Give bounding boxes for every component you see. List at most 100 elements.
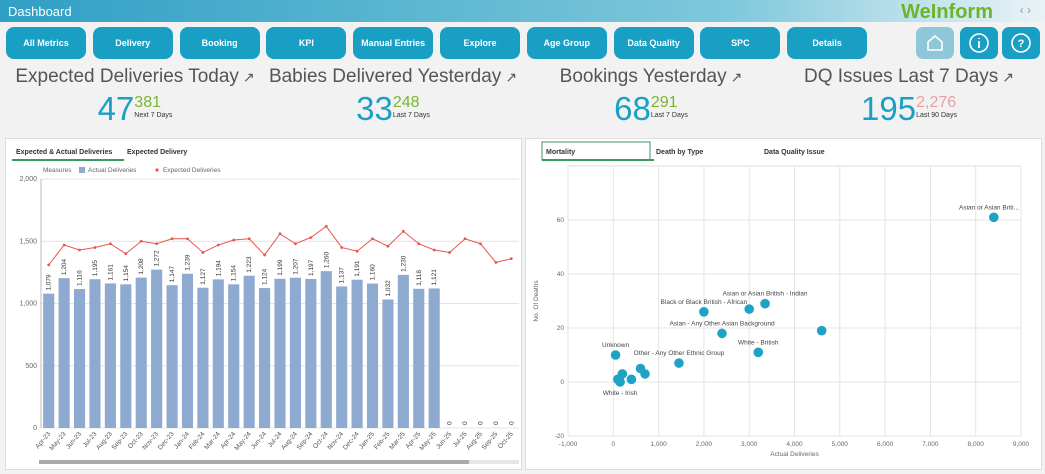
nav-button[interactable]: Explore [440,27,520,59]
scatter-point [610,350,621,360]
tab[interactable]: Death by Type [656,149,703,156]
bar [151,269,163,428]
bar-value-label: 1,199 [277,259,284,276]
external-link-icon[interactable]: ↗ [242,69,255,85]
external-link-icon[interactable]: ↗ [730,69,743,85]
x-tick-label: Jun-23 [65,430,83,450]
line-point [463,237,467,241]
scatter-point [699,307,709,317]
nav-button[interactable]: All Metrics [6,27,86,59]
bar-value-label: 1,154 [231,265,238,282]
line-point [355,249,359,253]
legend-label: Expected Deliveries [163,167,221,174]
nav-button[interactable]: KPI [266,27,347,59]
legend-symbol [79,167,85,173]
kpi-note: Last 90 Days [916,112,957,119]
line-point [432,248,436,252]
kpi-note: Last 7 Days [392,112,430,119]
bar-value-label: 1,208 [138,258,145,275]
kpi-side: 381 Next 7 Days [134,94,172,119]
external-link-icon[interactable]: ↗ [505,69,518,85]
bar-value-label: 1,194 [215,260,222,277]
bar [413,288,425,428]
line-point [78,248,81,252]
line-point [201,251,205,254]
bar [289,277,301,428]
nav-arrows[interactable]: ‹ › [1019,3,1031,17]
y-tick-label: 40 [557,271,565,278]
kpi-title-text: Bookings Yesterday [559,66,727,87]
bar-value-label: 1,032 [385,280,392,297]
y-axis-label: No. Of Deaths [533,280,540,322]
kpi-body: 195 2,276 Last 90 Days [779,88,1039,128]
kpi-value: 47 [97,90,135,127]
x-tick-label: Jun-25 [435,430,453,450]
y-tick-label: 60 [557,217,565,224]
svg-text:?: ? [1018,38,1025,50]
nav-button[interactable]: SPC [700,27,781,59]
kpi-secondary: 291 [650,94,678,111]
y-tick-label: 500 [25,363,37,370]
line-point [47,263,51,267]
nav-button[interactable]: Age Group [526,27,607,59]
line-point [294,242,297,246]
x-tick-label: Dec-23 [157,431,176,452]
x-tick-label: Mar-25 [388,430,407,451]
line-point [124,252,128,256]
line-point [139,239,143,243]
kpi-secondary: 248 [392,94,420,111]
point-label: White - British [738,339,779,346]
scatter-point [674,358,684,368]
x-tick-label: 5,000 [832,441,849,448]
help-button[interactable]: ? [1002,27,1040,59]
x-tick-label: Sep-25 [481,430,500,451]
line [48,225,512,266]
bar-value-label: 1,118 [416,270,423,286]
external-link-icon[interactable]: ↗ [1002,69,1015,85]
line-point [309,236,313,239]
scatter-point [816,325,827,336]
scrollbar-thumb[interactable] [39,460,469,464]
kpi-title-text: Babies Delivered Yesterday [268,66,502,87]
point-label: White - Irish [603,390,638,397]
bar-value-label: 1,137 [339,267,346,284]
tab[interactable]: Expected Delivery [127,149,187,156]
tab[interactable]: Expected & Actual Deliveries [16,149,112,156]
line-point [278,232,282,236]
nav-button[interactable]: Booking [179,27,260,59]
bar-value-label: 1,260 [323,251,330,268]
y-tick-label: 1,000 [19,301,37,308]
scatter-point [626,374,637,385]
nav-button[interactable]: Manual Entries [353,27,434,59]
line-point [324,224,328,228]
bar [166,285,178,428]
scatter-point [640,369,650,379]
line-point [494,261,498,264]
bar [228,284,240,428]
bar-value-label: 1,127 [200,268,207,285]
bar [197,287,209,428]
bar [305,278,317,428]
kpi: Expected Deliveries Today ↗ 47 381 Next 7 Da… [5,66,265,128]
home-button[interactable] [916,27,954,59]
kpi: Bookings Yesterday ↗ 68 291 Last 7 Days [521,66,781,128]
bar-value-label: 1,207 [292,258,299,275]
kpi-secondary: 2,276 [916,94,957,111]
x-tick-label: 7,000 [922,441,939,448]
tab[interactable]: Data Quality Issue [764,149,825,156]
tab-active [12,142,124,160]
nav-button[interactable]: Data Quality [613,27,694,59]
bar-value-label: 0 [508,421,515,425]
bar [428,288,440,428]
info-button[interactable] [960,27,998,59]
nav-button[interactable]: Details [787,27,868,59]
kpi: Babies Delivered Yesterday ↗ 33 248 Last 7 D… [263,66,523,128]
tab[interactable]: Mortality [546,149,575,156]
bar [366,283,379,428]
y-tick-label: 2,000 [19,176,37,183]
header-title: Dashboard [8,4,72,19]
nav-button[interactable]: Delivery [92,27,173,59]
x-tick-label: 0 [611,441,615,448]
kpi-value: 33 [356,90,393,127]
bar [43,293,55,428]
